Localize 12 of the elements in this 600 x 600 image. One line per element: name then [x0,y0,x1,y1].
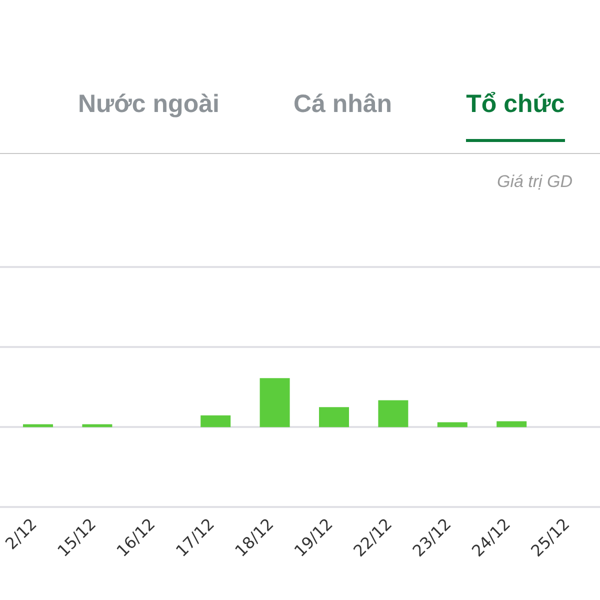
text: Nước ngoài [78,90,220,120]
bar [23,424,53,428]
bar [437,422,468,428]
bar [378,400,408,428]
bar [496,421,527,428]
text: Cá nhân [293,90,392,120]
bar [319,407,349,428]
bar [82,424,112,428]
bar [200,415,231,428]
text: Giá trị GD [497,172,573,192]
bar [260,378,290,428]
text: Tổ chức [466,90,565,142]
